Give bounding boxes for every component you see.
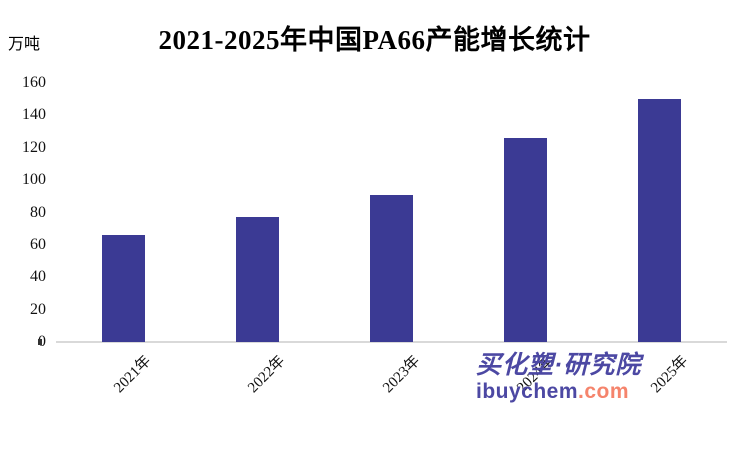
- y-tick-label-20: 20: [30, 300, 46, 318]
- y-tick-label-120: 120: [22, 138, 46, 156]
- y-tick-label-140: 140: [22, 106, 46, 124]
- bar-2021年: [101, 235, 145, 342]
- y-tick-label-160: 160: [22, 74, 46, 91]
- x-axis-line: [56, 341, 727, 343]
- watermark-domain-tld: .com: [578, 380, 630, 404]
- y-tick-label-40: 40: [30, 268, 46, 286]
- x-tick-label-2023年: 2023年: [379, 353, 423, 397]
- watermark-domain-text: ibuychem.com: [476, 381, 641, 403]
- bar-2025年: [638, 99, 682, 342]
- x-tick-label-2022年: 2022年: [245, 353, 289, 397]
- y-tick-label-80: 80: [30, 203, 46, 221]
- watermark-cn-text: 买化塑·研究院: [476, 351, 642, 379]
- x-tick-label-2021年: 2021年: [111, 353, 155, 397]
- bar-2023年: [370, 194, 413, 342]
- y-tick-label-60: 60: [30, 235, 46, 253]
- y-axis-unit-label: 万吨: [8, 36, 41, 53]
- watermark-domain-main: ibuychem: [476, 380, 579, 404]
- watermark-logo: 买化塑·研究院 ibuychem.com: [476, 352, 641, 403]
- y-tick-label-100: 100: [22, 171, 46, 189]
- bar-2024年: [504, 138, 548, 342]
- bar-2022年: [235, 217, 279, 342]
- axis-start-tick: [38, 339, 42, 345]
- y-tick-label-0: 0: [38, 333, 46, 350]
- chart-title: 2021-2025年中国PA66产能增长统计: [158, 25, 591, 55]
